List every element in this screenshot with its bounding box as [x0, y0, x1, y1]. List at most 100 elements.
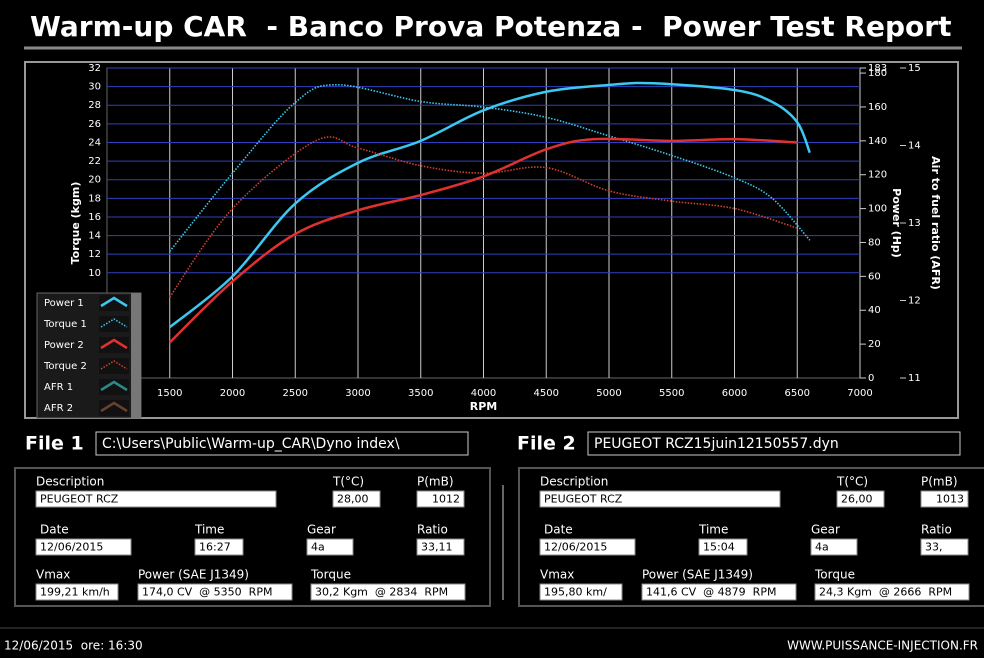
y3-axis-label: Air to fuel ratio (AFR) [929, 156, 942, 290]
legend-swatch [100, 318, 128, 328]
y2-tick-label: 100 [868, 204, 887, 215]
y2-tick-label: 183 [868, 63, 887, 74]
field-box [810, 538, 858, 556]
legend-swatch-bg [99, 400, 129, 416]
series-line [168, 137, 798, 344]
field-box [194, 538, 244, 556]
field-value: 1012 [432, 493, 460, 506]
y3-tick-label: 11 [908, 373, 921, 384]
y-tick-label: 12 [88, 249, 101, 260]
field-label: Date [40, 523, 69, 537]
field-value: PEUGEOT RCZ [544, 493, 623, 506]
field-label: Time [194, 523, 224, 537]
field-label: Ratio [417, 523, 448, 537]
y-tick-label: 10 [88, 268, 101, 279]
field-value: 195,80 km/ [544, 586, 607, 599]
legend-label: Power 2 [44, 340, 84, 351]
file-box [95, 431, 469, 456]
field-box [920, 538, 969, 556]
legend-swatch-bg [99, 316, 129, 332]
field-value: 141,6 CV @ 4879 RPM [646, 586, 776, 599]
field-box [539, 583, 623, 601]
x-tick-label: 5000 [596, 388, 621, 399]
legend-swatch-bg [99, 337, 129, 353]
x-tick-label: 2500 [283, 388, 308, 399]
field-box [35, 490, 277, 508]
y-tick-label: 22 [88, 156, 101, 167]
field-label: Power (SAE J1349) [642, 568, 753, 582]
x-tick-label: 3500 [408, 388, 433, 399]
field-label: Gear [811, 523, 840, 537]
field-value: 4a [311, 541, 325, 554]
x-tick-label: 2000 [220, 388, 245, 399]
field-value: 16:27 [199, 541, 231, 554]
y2-tick-label: 140 [868, 136, 887, 147]
y-tick-label: 20 [88, 175, 101, 186]
field-value: 30,2 Kgm @ 2834 RPM [315, 586, 448, 599]
field-label: Power (SAE J1349) [138, 568, 249, 582]
field-label: Description [36, 475, 104, 489]
series-line [169, 83, 811, 252]
field-box [641, 583, 797, 601]
field-value: PEUGEOT RCZ [40, 493, 119, 506]
field-box [416, 538, 465, 556]
y3-tick-label: 14 [908, 141, 921, 152]
file-path: PEUGEOT RCZ15juin12150557.dyn [594, 436, 839, 452]
footer-url: WWW.PUISSANCE-INJECTION.FR [787, 639, 978, 653]
x-tick-label: 4500 [534, 388, 559, 399]
field-label: Date [544, 523, 573, 537]
y2-tick-label: 120 [868, 170, 887, 181]
field-value: 15:04 [703, 541, 735, 554]
field-box [836, 490, 885, 508]
legend-scrollbar[interactable] [131, 293, 141, 418]
y2-axis-label: Power (Hp) [890, 188, 903, 258]
field-value: 33,11 [421, 541, 453, 554]
field-label: P(mB) [417, 475, 454, 489]
x-tick-label: 1500 [157, 388, 182, 399]
y3-tick-label: 12 [908, 296, 921, 307]
y3-tick-label: 13 [908, 218, 921, 229]
field-value: 4a [815, 541, 829, 554]
legend-swatch-bg [99, 358, 129, 374]
field-value: 26,00 [841, 493, 873, 506]
y2-tick-label: 20 [868, 339, 881, 350]
legend-swatch [100, 401, 128, 413]
field-value: 12/06/2015 [40, 541, 103, 554]
field-box [137, 583, 293, 601]
footer-datetime: 12/06/2015 ore: 16:30 [4, 639, 143, 653]
field-box [332, 490, 381, 508]
field-label: Ratio [921, 523, 952, 537]
legend-label: Torque 2 [43, 361, 87, 372]
y2-tick-label: 160 [868, 102, 887, 113]
field-box [539, 490, 781, 508]
legend [36, 292, 142, 419]
field-value: 1013 [936, 493, 964, 506]
legend-swatch-bg [99, 379, 129, 395]
x-tick-label: 6500 [785, 388, 810, 399]
field-label: Vmax [36, 568, 70, 582]
y-tick-label: 14 [88, 231, 101, 242]
x-tick-label: 4000 [471, 388, 496, 399]
y-tick-label: 26 [88, 119, 101, 130]
file-label: File 1 [25, 433, 84, 455]
y-tick-label: 28 [88, 100, 101, 111]
field-label: Gear [307, 523, 336, 537]
field-value: 33, [925, 541, 943, 554]
field-label: Torque [814, 568, 855, 582]
file-label: File 2 [517, 433, 576, 455]
x-axis-label: RPM [470, 400, 497, 413]
x-tick-label: 3000 [345, 388, 370, 399]
field-label: T(°C) [332, 475, 364, 489]
y-axis-label: Torque (kgm) [69, 182, 82, 265]
x-tick-label: 6000 [722, 388, 747, 399]
y2-tick-label: 60 [868, 271, 881, 282]
y-tick-label: 24 [88, 137, 101, 148]
field-value: 12/06/2015 [544, 541, 607, 554]
file-box [587, 431, 961, 456]
series-line [168, 81, 811, 329]
series-line [169, 136, 798, 298]
field-value: 24,3 Kgm @ 2666 RPM [819, 586, 952, 599]
y2-tick-label: 180 [868, 68, 887, 79]
field-value: 199,21 km/h [40, 586, 110, 599]
